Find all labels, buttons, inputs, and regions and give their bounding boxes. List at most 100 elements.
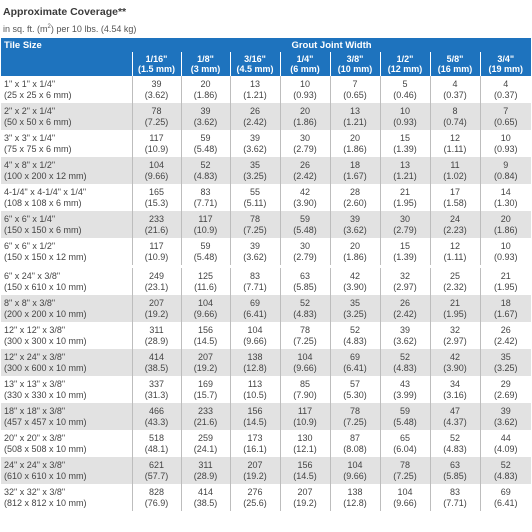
coverage-cell: 117 (10.9) [279, 403, 330, 430]
coverage-sqm: (19.2) [144, 308, 169, 319]
coverage-sqft: 39 [151, 79, 162, 89]
coverage-sqft: 117 [297, 406, 313, 416]
coverage-sqft: 165 [148, 187, 165, 197]
tile-size-cell: 24" x 24" x 3/8" (610 x 610 x 10 mm) [1, 457, 132, 484]
coverage-sqm: (3.62) [343, 224, 367, 235]
coverage-cell: 10 (0.93) [479, 238, 531, 265]
column-header: 1/4" (6 mm) [279, 52, 330, 76]
coverage-sqm: (7.71) [193, 197, 218, 208]
coverage-cell: 138 (12.8) [229, 349, 280, 376]
column-header: 3/8" (10 mm) [329, 52, 380, 76]
tile-size-metric: (300 x 600 x 10 mm) [4, 362, 87, 373]
coverage-sqm: (14.5) [293, 470, 317, 481]
coverage-sqft: 130 [297, 433, 313, 443]
coverage-sqft: 9 [503, 160, 509, 170]
coverage-cell: 828 (76.9) [131, 484, 181, 511]
coverage-cell: 9 (0.84) [479, 157, 531, 184]
coverage-cell: 65 (6.04) [379, 430, 430, 457]
coverage-cell: 87 (8.08) [329, 430, 380, 457]
coverage-sqm: (48.1) [144, 443, 169, 454]
coverage-sqft: 25 [449, 271, 460, 281]
coverage-sqm: (0.84) [493, 170, 518, 181]
coverage-cell: 113 (10.5) [229, 376, 280, 403]
coverage-sqm: (3.25) [493, 362, 518, 373]
coverage-cell: 5 (0.46) [379, 76, 430, 103]
coverage-sqm: (10.9) [144, 143, 169, 154]
coverage-cell: 34 (3.16) [429, 376, 480, 403]
coverage-sqm: (1.39) [393, 251, 417, 262]
coverage-cell: 621 (57.7) [131, 457, 181, 484]
coverage-sqft: 78 [151, 106, 162, 116]
tile-size-cell: 3" x 3" x 1/4" (75 x 75 x 6 mm) [1, 130, 132, 157]
coverage-cell: 35 (3.25) [229, 157, 280, 184]
coverage-sqm: (11.6) [194, 281, 217, 292]
coverage-sqft: 59 [200, 241, 211, 251]
coverage-sqft: 5 [402, 79, 408, 89]
coverage-cell: 14 (1.30) [479, 184, 531, 211]
coverage-sqm: (14.5) [243, 416, 267, 427]
coverage-sqm: (19.2) [293, 497, 317, 508]
coverage-cell: 52 (4.83) [329, 322, 380, 349]
coverage-sqft: 104 [247, 325, 263, 335]
coverage-sqm: (4.83) [443, 443, 467, 454]
coverage-sqft: 29 [500, 379, 511, 389]
coverage-sqm: (5.48) [193, 251, 218, 262]
coverage-sqft: 63 [299, 271, 310, 281]
coverage-sqft: 828 [148, 487, 165, 497]
coverage-sqm: (9.66) [343, 470, 367, 481]
coverage-cell: 83 (7.71) [429, 484, 480, 511]
coverage-sqm: (0.74) [443, 116, 467, 127]
coverage-sqm: (7.25) [343, 416, 367, 427]
coverage-sqm: (2.97) [393, 281, 417, 292]
coverage-sqm: (19.2) [193, 362, 218, 373]
coverage-sqm: (1.67) [343, 170, 367, 181]
coverage-sqm: (3.62) [144, 89, 169, 100]
coverage-cell: 25 (2.32) [429, 268, 480, 295]
coverage-sqft: 47 [449, 406, 460, 416]
coverage-sqft: 207 [297, 487, 313, 497]
tile-size-header: Tile Size [1, 38, 132, 52]
coverage-sqm: (3.62) [243, 143, 267, 154]
column-header-imperial: 1/16" [145, 54, 168, 64]
coverage-sqft: 12 [449, 133, 460, 143]
tile-size-imperial: 12" x 12" x 3/8" [4, 325, 66, 335]
coverage-sqft: 35 [349, 298, 360, 308]
coverage-cell: 42 (3.90) [429, 349, 480, 376]
coverage-sqft: 10 [500, 133, 511, 143]
column-header: 3/16" (4.5 mm) [229, 52, 280, 76]
tile-size-metric: (300 x 300 x 10 mm) [4, 335, 87, 346]
tile-size-imperial: 32" x 32" x 3/8" [4, 487, 66, 497]
coverage-sqft: 156 [247, 406, 263, 416]
coverage-cell: 43 (3.99) [379, 376, 430, 403]
coverage-cell: 12 (1.11) [429, 130, 480, 157]
coverage-sqft: 233 [148, 214, 165, 224]
coverage-sqm: (7.25) [243, 224, 267, 235]
subtitle-text-end: ) per 10 lbs. (4.54 kg) [50, 24, 137, 34]
grout-joint-width-header: Grout Joint Width [132, 38, 531, 52]
coverage-cell: 42 (3.90) [329, 268, 380, 295]
coverage-sqm: (23.1) [144, 281, 169, 292]
table-row: 12" x 24" x 3/8" (300 x 600 x 10 mm) 414 (3… [1, 349, 531, 376]
coverage-sqm: (0.37) [443, 89, 467, 100]
coverage-cell: 39 (3.62) [229, 238, 280, 265]
coverage-sqft: 117 [149, 133, 164, 143]
coverage-cell: 130 (12.1) [279, 430, 330, 457]
coverage-cell: 17 (1.58) [429, 184, 480, 211]
coverage-sqm: (76.9) [144, 497, 169, 508]
tile-size-metric: (330 x 330 x 10 mm) [4, 389, 87, 400]
table-row: 6" x 24" x 3/8" (150 x 610 x 10 mm) 249 (23… [1, 268, 531, 295]
group-separator [1, 265, 531, 268]
column-header: 1/8" (3 mm) [180, 52, 230, 76]
tile-size-imperial: 6" x 6" x 1/2" [4, 241, 56, 251]
tile-size-metric: (457 x 457 x 10 mm) [4, 416, 87, 427]
coverage-sqft: 8 [452, 106, 458, 116]
coverage-cell: 13 (1.21) [329, 103, 380, 130]
coverage-sqft: 69 [249, 298, 260, 308]
coverage-sqft: 113 [247, 379, 263, 389]
coverage-sqft: 125 [197, 271, 214, 281]
coverage-sqm: (7.25) [144, 116, 169, 127]
coverage-sqft: 39 [399, 325, 410, 335]
column-header: 3/4" (19 mm) [479, 52, 531, 76]
coverage-sqft: 4 [503, 79, 509, 89]
coverage-cell: 83 (7.71) [229, 268, 280, 295]
